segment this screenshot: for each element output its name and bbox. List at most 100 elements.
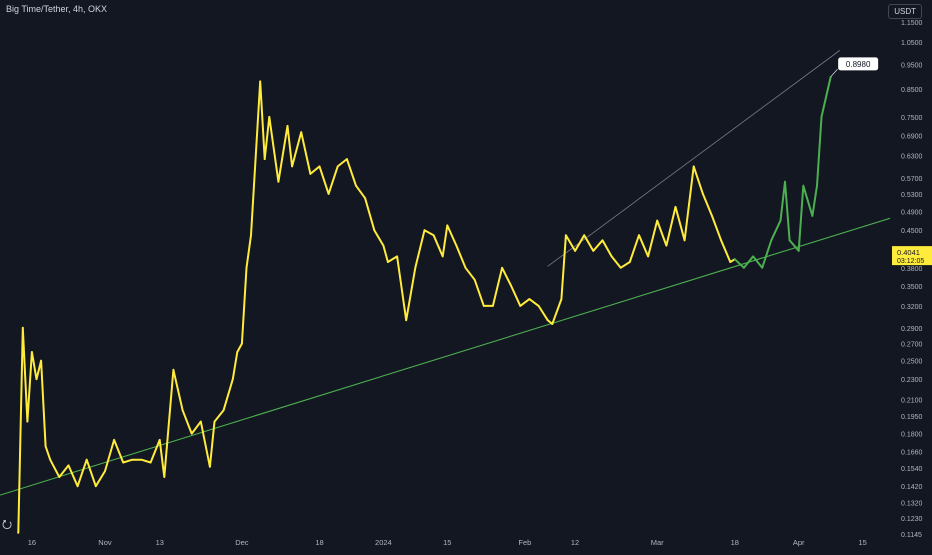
price-data-point [405, 319, 408, 322]
y-tick-label: 1.1500 [901, 20, 923, 27]
x-tick-label: Apr [793, 538, 805, 547]
price-data-point [149, 461, 152, 464]
x-tick-label: 15 [858, 538, 866, 547]
price-data-point [26, 420, 29, 423]
y-tick-label: 0.5700 [901, 176, 923, 183]
price-axis-background [892, 0, 932, 550]
price-data-point [58, 476, 61, 478]
projection-data-point [752, 255, 754, 258]
y-tick-label: 0.1800 [901, 432, 923, 439]
price-data-point [446, 224, 449, 227]
projection-data-point [779, 219, 782, 222]
price-data-point [560, 298, 563, 300]
price-data-point [158, 438, 161, 441]
y-tick-label: 0.2900 [901, 326, 923, 333]
price-data-point [711, 215, 713, 217]
price-data-point [345, 158, 348, 161]
price-data-point [387, 261, 389, 263]
price-data-point [31, 351, 33, 353]
price-data-point [601, 239, 604, 242]
price-data-point [268, 115, 271, 118]
y-tick-label: 0.1660 [901, 450, 923, 457]
price-data-point [619, 266, 622, 269]
y-tick-label: 0.5300 [901, 192, 923, 199]
price-data-point [67, 464, 70, 467]
price-data-point [76, 485, 79, 488]
price-data-point [510, 285, 513, 287]
price-data-point [373, 229, 376, 232]
x-tick-label: 2024 [375, 538, 392, 547]
price-data-point [423, 229, 426, 232]
price-callout-label: 0.8980 [846, 60, 871, 69]
y-tick-label: 0.3200 [901, 304, 923, 311]
price-data-point [327, 193, 330, 195]
price-data-point [382, 244, 385, 247]
currency-selector[interactable]: USDT [888, 4, 922, 19]
price-data-point [163, 476, 166, 478]
resistance-trendline[interactable] [547, 50, 841, 267]
price-data-point [209, 465, 211, 468]
price-data-point [610, 255, 613, 258]
x-tick-label: 16 [28, 538, 36, 547]
x-tick-label: Mar [651, 538, 664, 547]
price-series-line[interactable] [17, 80, 736, 534]
price-data-point [551, 323, 554, 325]
price-data-point [729, 261, 732, 263]
symbol-title: Big Time/Tether, 4h, OKX [6, 4, 108, 14]
price-data-point [364, 197, 367, 200]
y-tick-label: 1.0500 [901, 40, 923, 47]
y-tick-label: 0.2300 [901, 377, 923, 384]
tradingview-logo-icon[interactable]: ⭮ [2, 517, 13, 531]
price-data-point [692, 165, 695, 168]
price-data-point [396, 255, 398, 258]
price-data-point [674, 205, 677, 208]
last-price-value: 0.4041 [897, 248, 920, 257]
y-tick-label: 0.2100 [901, 397, 923, 404]
price-data-point [318, 165, 321, 168]
y-tick-label: 0.1420 [901, 484, 923, 491]
price-data-point [85, 458, 88, 461]
price-data-point [628, 261, 631, 263]
price-data-point [213, 420, 216, 423]
price-data-point [250, 234, 252, 237]
price-data-point [172, 368, 175, 371]
price-data-point [355, 184, 357, 187]
x-tick-label: Nov [98, 538, 112, 547]
x-tick-label: Dec [235, 538, 249, 547]
price-data-point [140, 458, 143, 461]
price-data-point [473, 278, 476, 281]
price-data-point [537, 305, 540, 307]
price-data-point [291, 165, 294, 168]
price-data-point [240, 342, 243, 345]
price-data-point [286, 125, 289, 127]
y-tick-label: 0.6900 [901, 133, 923, 140]
y-tick-label: 0.3500 [901, 284, 923, 291]
callout-leader [830, 67, 839, 78]
projection-data-point [770, 239, 773, 242]
price-data-point [441, 255, 444, 258]
y-tick-label: 0.7500 [901, 115, 923, 122]
price-data-point [638, 234, 640, 237]
price-data-point [432, 234, 435, 237]
price-data-point [222, 409, 225, 412]
y-tick-label: 0.2500 [901, 359, 923, 366]
projection-series-line[interactable] [734, 76, 832, 269]
y-tick-label: 0.4900 [901, 209, 923, 216]
y-tick-label: 0.1950 [901, 414, 923, 421]
price-data-point [190, 432, 193, 435]
price-callout-box[interactable] [837, 56, 880, 72]
x-tick-label: 15 [443, 538, 451, 547]
price-data-point [300, 131, 303, 134]
x-tick-label: 18 [315, 538, 323, 547]
x-tick-label: 12 [571, 538, 579, 547]
y-tick-label: 0.4500 [901, 228, 923, 235]
price-data-point [528, 298, 531, 300]
price-data-point [104, 470, 106, 473]
last-price-tag[interactable] [892, 246, 932, 266]
price-data-point [49, 458, 52, 461]
price-data-point [245, 266, 248, 269]
price-data-point [122, 461, 125, 464]
price-data-point [277, 180, 280, 183]
